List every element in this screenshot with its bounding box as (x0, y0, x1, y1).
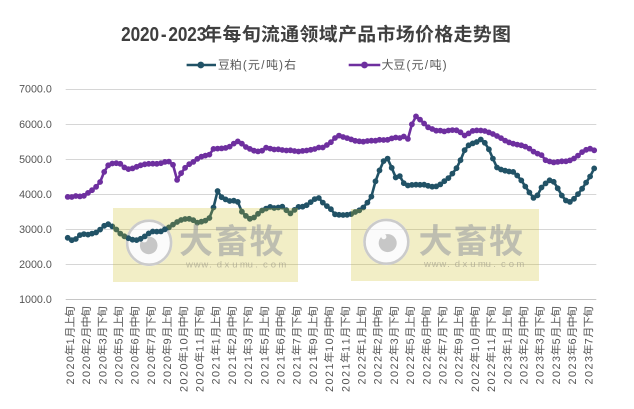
svg-text:www.dxumu.com: www.dxumu.com (423, 259, 524, 270)
svg-text:2021: 2021 (324, 364, 336, 393)
svg-text:2023: 2023 (551, 356, 563, 385)
svg-text:3: 3 (243, 338, 255, 344)
svg-text:2023: 2023 (583, 356, 595, 385)
svg-text:6: 6 (130, 338, 142, 344)
svg-text:2020: 2020 (65, 356, 77, 385)
svg-text:7: 7 (146, 338, 158, 344)
svg-text:2021: 2021 (292, 356, 304, 385)
svg-text:2022: 2022 (454, 356, 466, 385)
svg-text:6000.0: 6000.0 (19, 119, 52, 131)
svg-text:2021: 2021 (243, 356, 255, 385)
svg-text:2020: 2020 (130, 356, 142, 385)
svg-text:2021: 2021 (211, 356, 223, 385)
svg-text:2023: 2023 (502, 356, 514, 385)
svg-text:2022: 2022 (486, 364, 498, 393)
svg-text:2023: 2023 (567, 356, 579, 385)
svg-text:(: ( (243, 60, 247, 72)
svg-text:6: 6 (276, 338, 288, 344)
svg-text:3: 3 (535, 338, 547, 344)
svg-text:1: 1 (211, 338, 223, 344)
svg-text:2020: 2020 (81, 356, 93, 385)
svg-text:5: 5 (551, 338, 563, 344)
svg-text:2022: 2022 (373, 356, 385, 385)
svg-text:www.dxumu.com: www.dxumu.com (185, 260, 286, 271)
svg-text:1000.0: 1000.0 (19, 294, 52, 306)
svg-text:2021: 2021 (276, 356, 288, 385)
svg-text:2022: 2022 (470, 364, 482, 393)
svg-text:9: 9 (308, 338, 320, 344)
svg-text:7000.0: 7000.0 (19, 84, 52, 96)
svg-text:/: / (261, 60, 265, 72)
svg-text:2022: 2022 (421, 356, 433, 385)
svg-text:5: 5 (259, 338, 271, 344)
svg-text:2022: 2022 (438, 356, 450, 385)
svg-text:2021: 2021 (259, 356, 271, 385)
svg-text:2022: 2022 (405, 356, 417, 385)
svg-text:6: 6 (421, 338, 433, 344)
svg-text:): ) (443, 60, 447, 72)
svg-text:(: ( (406, 60, 410, 72)
svg-text:2020: 2020 (195, 364, 207, 393)
svg-text:10: 10 (470, 338, 482, 352)
svg-text:): ) (279, 60, 283, 72)
svg-text:2023: 2023 (535, 356, 547, 385)
svg-text:1: 1 (357, 338, 369, 344)
svg-text:1: 1 (502, 338, 514, 344)
svg-text:2020: 2020 (97, 356, 109, 385)
svg-text:7: 7 (292, 338, 304, 344)
svg-text:7: 7 (583, 338, 595, 344)
svg-text:2000.0: 2000.0 (19, 259, 52, 271)
svg-text:5000.0: 5000.0 (19, 154, 52, 166)
svg-text:1: 1 (65, 338, 77, 344)
svg-text:2020: 2020 (162, 356, 174, 385)
svg-text:2021: 2021 (308, 356, 320, 385)
svg-text:2: 2 (373, 338, 385, 344)
svg-text:2020-2023: 2020-2023 (121, 22, 206, 45)
svg-text:3000.0: 3000.0 (19, 224, 52, 236)
svg-text:10: 10 (324, 338, 336, 352)
svg-text:2020: 2020 (178, 364, 190, 393)
svg-text:4000.0: 4000.0 (19, 189, 52, 201)
svg-text:10: 10 (178, 338, 190, 352)
svg-text:5: 5 (114, 338, 126, 344)
svg-text:5: 5 (405, 338, 417, 344)
svg-text:9: 9 (162, 338, 174, 344)
svg-text:/: / (425, 60, 429, 72)
svg-text:7: 7 (438, 338, 450, 344)
svg-text:2021: 2021 (340, 364, 352, 393)
svg-text:11: 11 (486, 338, 498, 352)
svg-text:11: 11 (340, 338, 352, 352)
svg-text:2020: 2020 (146, 356, 158, 385)
svg-text:2021: 2021 (227, 356, 239, 385)
svg-text:2: 2 (519, 338, 531, 344)
svg-text:3: 3 (97, 338, 109, 344)
svg-text:9: 9 (454, 338, 466, 344)
svg-text:2023: 2023 (519, 356, 531, 385)
svg-text:2022: 2022 (357, 356, 369, 385)
svg-text:2020: 2020 (114, 356, 126, 385)
svg-text:6: 6 (567, 338, 579, 344)
svg-text:11: 11 (195, 338, 207, 352)
svg-text:2022: 2022 (389, 356, 401, 385)
svg-text:2: 2 (227, 338, 239, 344)
svg-text:2: 2 (81, 338, 93, 344)
svg-text:3: 3 (389, 338, 401, 344)
